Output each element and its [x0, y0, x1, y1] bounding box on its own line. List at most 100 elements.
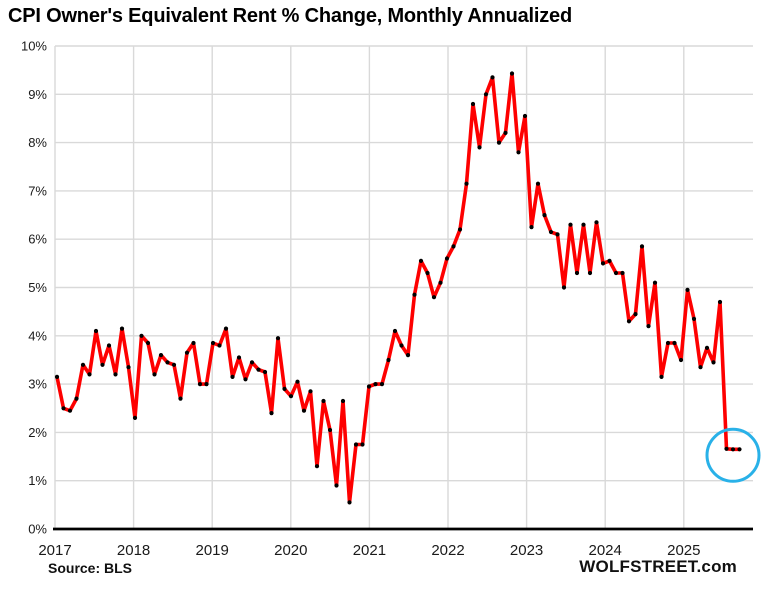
- data-point: [171, 362, 177, 367]
- source-label: Source: BLS: [48, 560, 133, 576]
- data-point: [340, 398, 346, 404]
- data-point: [724, 446, 729, 451]
- data-point: [269, 411, 274, 416]
- data-point: [321, 398, 326, 404]
- x-tick-label: 2023: [510, 542, 543, 559]
- data-point: [620, 270, 625, 276]
- data-point: [542, 213, 547, 218]
- x-tick-label: 2019: [196, 542, 229, 559]
- data-point: [444, 256, 450, 261]
- data-point: [477, 145, 482, 150]
- chart-title: CPI Owner's Equivalent Rent % Change, Mo…: [8, 5, 572, 27]
- data-point: [275, 336, 281, 341]
- x-tick-label: 2017: [38, 542, 71, 559]
- data-point: [509, 71, 515, 76]
- data-point: [496, 140, 502, 145]
- data-point: [431, 295, 437, 300]
- data-point: [438, 280, 443, 285]
- data-point: [113, 372, 118, 377]
- x-tick-label: 2018: [117, 542, 150, 559]
- data-point: [54, 374, 60, 379]
- data-point: [717, 299, 723, 305]
- data-point: [646, 324, 651, 329]
- data-line: [55, 71, 742, 505]
- y-tick-label: 1%: [28, 473, 47, 488]
- data-point: [529, 225, 534, 230]
- y-tick-label: 7%: [28, 183, 47, 198]
- data-point: [301, 408, 307, 413]
- x-tick-label: 2020: [274, 542, 307, 559]
- data-point: [581, 222, 586, 227]
- data-point: [587, 270, 593, 276]
- x-tick-label: 2024: [589, 542, 622, 559]
- data-point: [353, 442, 359, 447]
- y-tick-label: 5%: [28, 280, 47, 295]
- data-point: [594, 220, 599, 225]
- data-point: [685, 287, 690, 292]
- data-point: [249, 360, 255, 365]
- data-point: [457, 227, 463, 232]
- data-point: [178, 396, 183, 401]
- data-point: [165, 360, 170, 365]
- data-point: [652, 280, 658, 285]
- data-point: [210, 340, 216, 346]
- data-point: [67, 408, 73, 413]
- data-point: [568, 222, 573, 227]
- data-point: [399, 343, 404, 348]
- data-point: [184, 350, 190, 355]
- data-point: [425, 270, 430, 276]
- y-tick-label: 9%: [28, 87, 47, 102]
- data-point: [191, 340, 196, 346]
- x-tick-label: 2025: [667, 542, 700, 559]
- data-point: [145, 340, 151, 346]
- data-point: [503, 130, 508, 135]
- data-point: [327, 427, 333, 433]
- data-point: [126, 365, 131, 370]
- data-point: [535, 181, 541, 186]
- data-point: [132, 415, 138, 420]
- data-point: [672, 340, 677, 346]
- data-point: [347, 500, 352, 505]
- data-point: [483, 92, 489, 97]
- y-tick-label: 8%: [28, 135, 47, 150]
- data-point: [230, 374, 235, 379]
- data-point: [659, 374, 664, 379]
- data-point: [691, 316, 697, 321]
- data-point: [243, 377, 248, 382]
- data-point: [223, 326, 229, 331]
- data-point: [236, 355, 242, 360]
- data-point: [373, 382, 378, 387]
- data-point: [217, 343, 222, 348]
- y-tick-label: 4%: [28, 328, 47, 343]
- data-point: [360, 442, 365, 447]
- data-point: [678, 357, 684, 363]
- data-point: [418, 258, 424, 263]
- x-tick-label: 2021: [353, 542, 386, 559]
- data-point: [626, 319, 632, 324]
- data-point: [139, 333, 144, 338]
- data-point: [61, 406, 66, 411]
- data-point: [256, 367, 261, 372]
- data-point: [561, 285, 567, 290]
- data-point: [639, 244, 645, 249]
- data-point: [737, 447, 742, 452]
- data-point: [314, 464, 320, 469]
- data-point: [204, 382, 209, 387]
- data-point: [392, 328, 398, 334]
- data-point: [451, 244, 456, 249]
- data-point: [100, 362, 105, 367]
- data-point: [288, 394, 294, 399]
- data-point: [106, 343, 112, 348]
- data-point: [698, 365, 703, 370]
- data-point: [522, 113, 528, 119]
- data-point: [613, 270, 619, 276]
- data-point: [704, 345, 710, 350]
- data-point: [574, 270, 580, 276]
- y-tick-label: 2%: [28, 425, 47, 440]
- data-point: [665, 340, 671, 346]
- data-point: [295, 379, 300, 384]
- data-point: [262, 369, 268, 375]
- y-tick-label: 6%: [28, 232, 47, 247]
- data-point: [730, 447, 736, 452]
